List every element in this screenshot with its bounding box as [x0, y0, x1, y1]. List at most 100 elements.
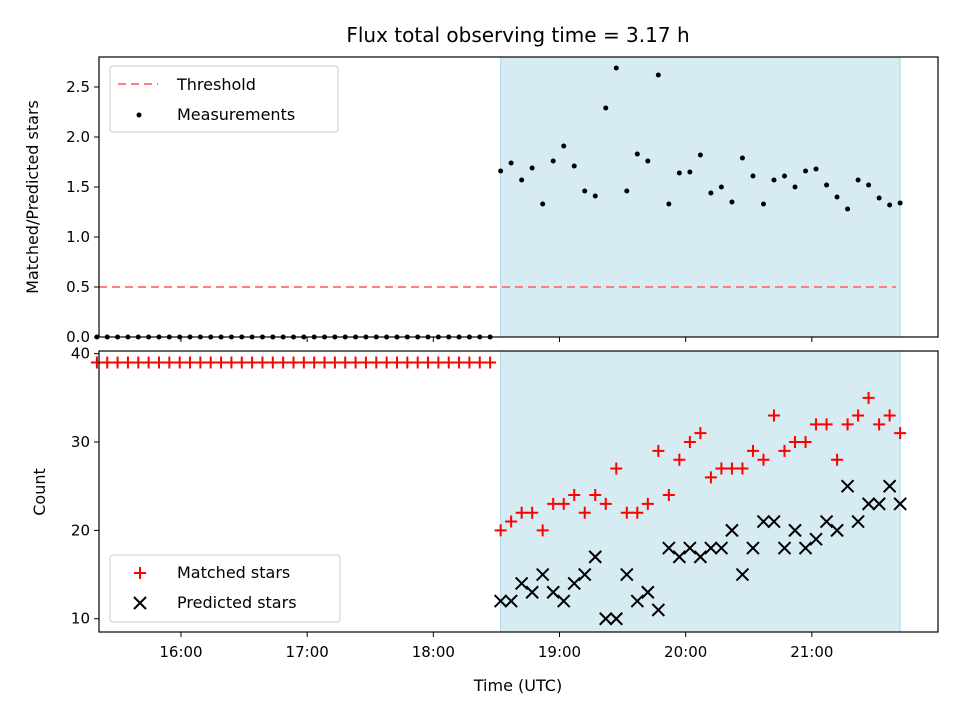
top-legend-box: [109, 65, 339, 133]
matched-star-point: [235, 356, 248, 369]
top-y-tick-label: 2.0: [66, 128, 90, 146]
predicted-star-point: [588, 550, 602, 564]
predicted-star-point: [525, 585, 539, 599]
matched-star-point: [422, 356, 435, 369]
matched-star-point: [277, 356, 290, 369]
matched-star-point: [799, 436, 812, 449]
chart-title: Flux total observing time = 3.17 h: [346, 23, 689, 47]
predicted-star-point: [683, 541, 697, 555]
measurement-point: [824, 182, 830, 188]
measurement-point: [655, 72, 661, 78]
predicted-star-point: [620, 567, 634, 582]
bottom-y-tick-label: 10: [71, 610, 90, 628]
measurement-point: [834, 194, 840, 200]
matched-star-point: [683, 436, 696, 449]
bottom-y-axis-label: Count: [30, 468, 49, 516]
matched-star-point: [297, 356, 310, 369]
matched-star-point: [463, 356, 476, 369]
measurement-point: [729, 199, 735, 205]
measurement-point: [498, 168, 504, 174]
matched-star-point: [318, 356, 331, 369]
matched-star-point: [194, 356, 207, 369]
matched-star-point: [173, 356, 186, 369]
predicted-star-point: [809, 532, 823, 546]
matched-star-point: [631, 506, 644, 519]
predicted-star-point: [777, 541, 792, 555]
matched-star-point: [526, 506, 539, 519]
matched-star-point: [101, 356, 114, 369]
matched-star-point: [715, 462, 728, 475]
matched-star-point: [852, 409, 865, 422]
matched-star-point: [339, 356, 352, 369]
measurement-point: [771, 177, 777, 183]
matched-star-point: [453, 356, 466, 369]
predicted-star-point: [504, 594, 518, 608]
bottom-legend: Matched stars Predicted stars: [109, 554, 341, 623]
predicted-legend-label: Predicted stars: [177, 593, 297, 612]
bottom-y-axis: 10 20 30 40: [71, 345, 99, 628]
predicted-star-point: [788, 523, 802, 538]
top-y-axis-label: Matched/Predicted stars: [23, 100, 42, 294]
measurement-point: [876, 195, 882, 201]
predicted-star-point: [893, 497, 907, 511]
predicted-star-point: [851, 514, 865, 529]
matched-star-point: [557, 497, 570, 510]
predicted-star-point: [704, 541, 718, 555]
measurement-point: [855, 177, 861, 183]
measurement-point: [750, 173, 756, 179]
measurement-point: [571, 163, 577, 169]
bottom-legend-box: [109, 554, 341, 623]
predicted-star-point: [746, 541, 760, 555]
measurement-point: [508, 160, 514, 166]
matched-star-point: [215, 356, 228, 369]
predicted-star-point: [557, 594, 571, 608]
matched-star-point: [641, 497, 654, 510]
matched-star-point: [494, 524, 507, 537]
top-panel: 0.0 0.5 1.0 1.5 2.0 2.5 Matched/Predicted sta…: [23, 56, 939, 346]
predicted-star-point: [714, 541, 729, 555]
measurement-point: [781, 173, 787, 179]
top-y-tick-label: 0.5: [66, 278, 90, 296]
predicted-star-point: [735, 567, 750, 582]
matched-star-point: [142, 356, 155, 369]
matched-star-point: [256, 356, 269, 369]
matched-star-point: [473, 356, 486, 369]
bottom-shaded-region: [500, 350, 901, 633]
predicted-star-point: [567, 576, 581, 591]
measurement-point: [540, 201, 546, 207]
predicted-star-point: [672, 550, 687, 564]
predicted-star-point: [609, 612, 623, 626]
matched-legend-marker: [134, 567, 146, 579]
matched-star-point: [111, 356, 124, 369]
measurement-point: [866, 182, 872, 188]
measurements-legend-marker: [136, 112, 142, 118]
matched-star-point: [442, 356, 455, 369]
matched-star-point: [328, 356, 341, 369]
matched-star-point: [778, 444, 791, 457]
matched-star-point: [841, 418, 854, 431]
matched-stars-points: [90, 356, 907, 537]
bottom-x-axis: 16:00 17:00 18:00 19:00 20:00 21:00: [159, 632, 833, 661]
top-y-tick-label: 1.5: [66, 178, 90, 196]
matched-star-point: [132, 356, 145, 369]
predicted-star-point: [798, 541, 813, 555]
matched-star-point: [831, 453, 844, 466]
bottom-y-tick-label: 40: [71, 345, 90, 363]
matched-star-point: [873, 418, 886, 431]
measurement-point: [813, 166, 819, 172]
matched-star-point: [266, 356, 279, 369]
measurement-point: [760, 201, 766, 207]
measurement-point: [845, 206, 851, 212]
matched-star-point: [349, 356, 362, 369]
matched-star-point: [894, 427, 907, 440]
measurement-point: [739, 155, 745, 161]
matched-star-point: [673, 453, 686, 466]
matched-star-point: [599, 497, 612, 510]
predicted-star-point: [882, 479, 897, 493]
predicted-star-point: [535, 567, 550, 582]
matched-star-point: [152, 356, 165, 369]
matched-star-point: [620, 506, 633, 519]
measurement-point: [708, 190, 714, 196]
predicted-star-point: [651, 603, 666, 617]
